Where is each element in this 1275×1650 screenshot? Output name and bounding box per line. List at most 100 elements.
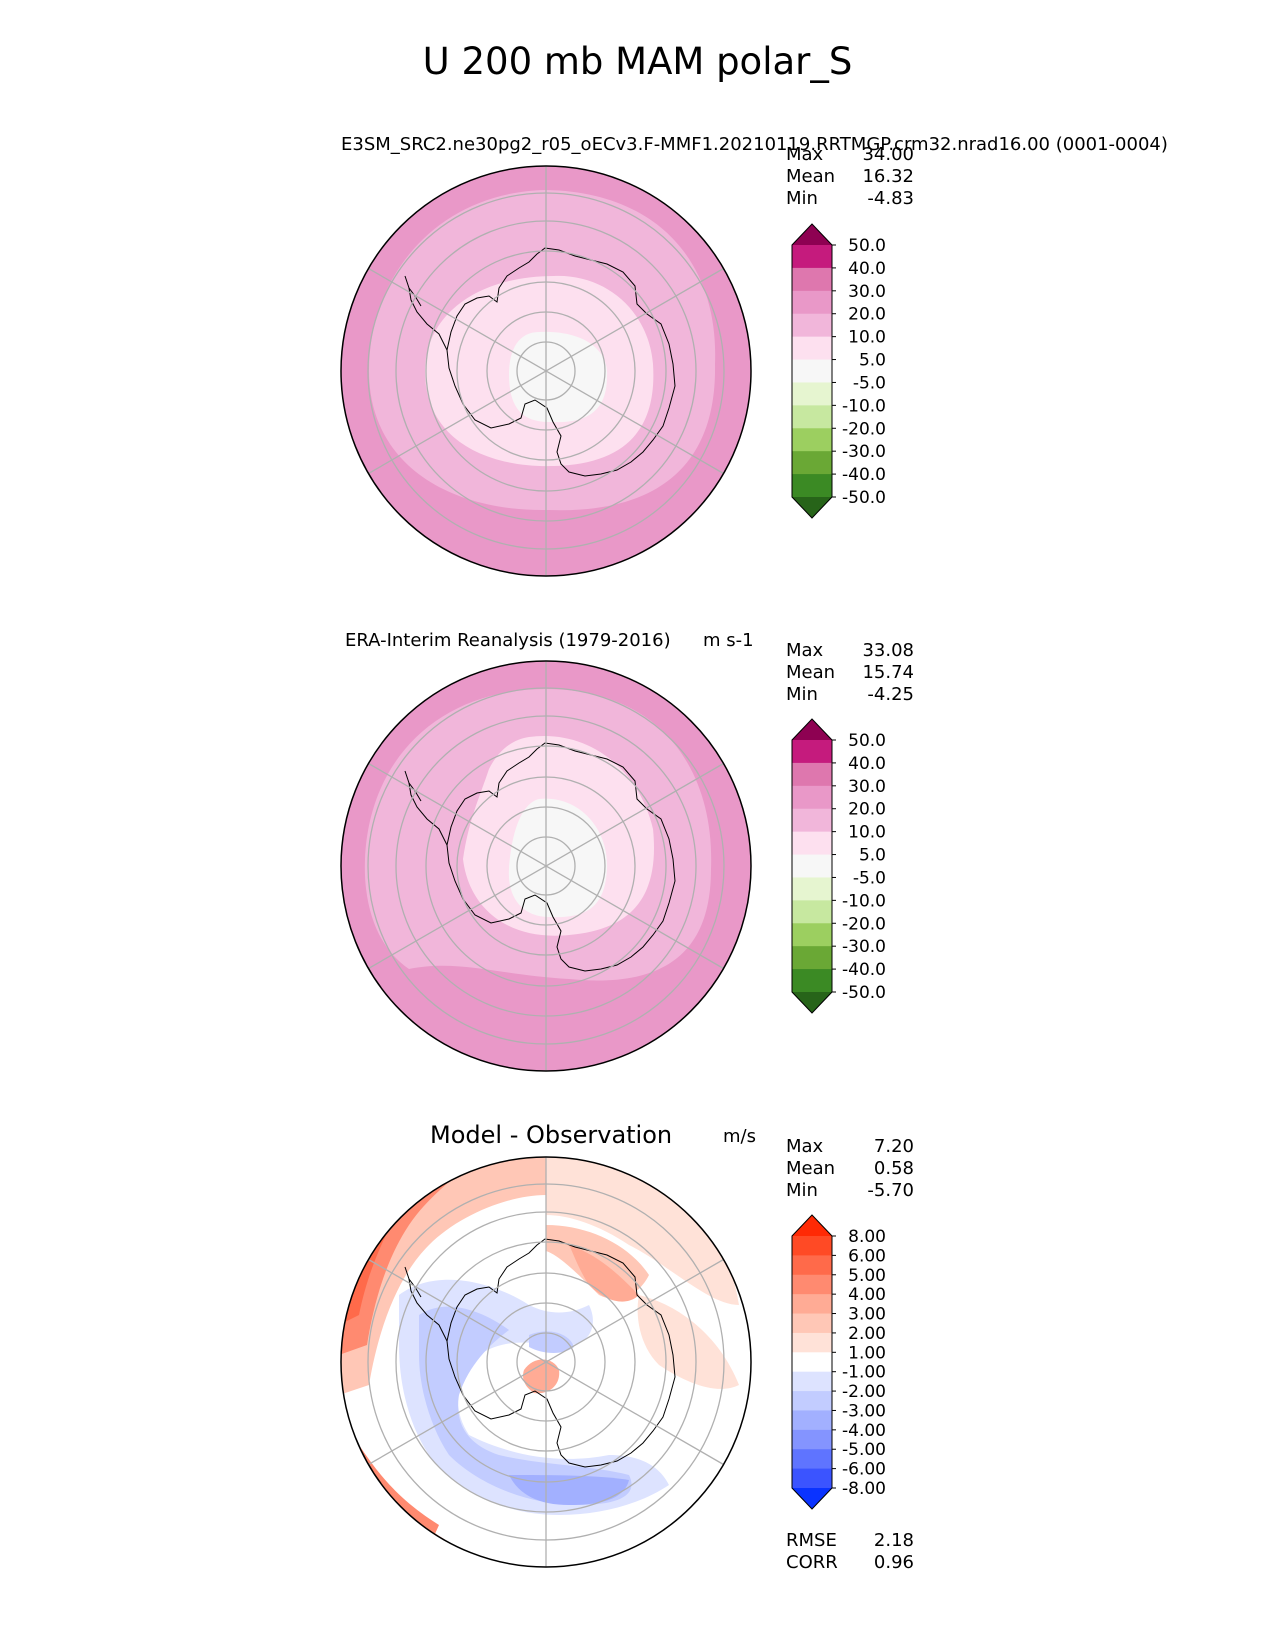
panel-ref-colorbar: 50.0 40.0 30.0 20.0 10.0 5.0-5.0 -10.0 -20.0 -30… [791,718,886,1014]
colorbar-segment [792,336,832,361]
colorbar-tick-label: -1.00 [842,1363,886,1383]
panel-diff-stats: Max 7.20 Mean 0.58 Min -5.70 [786,1136,914,1202]
colorbar-segment [792,923,832,947]
colorbar-segment [792,969,832,993]
colorbar-tick-label: 30.0 [848,777,886,797]
colorbar-segment [792,1429,832,1450]
colorbar-segment [792,1391,832,1411]
colorbar-segment [792,1449,832,1470]
contour-band-3-4b [523,1359,560,1394]
colorbar-tick-label: -5.00 [842,1440,886,1460]
colorbar-segment [792,451,832,475]
contour-band-neg3-neg2b [529,1331,574,1353]
graticule [367,166,725,576]
panel-diff-units: m/s [723,1126,756,1147]
colorbar-extend-min [792,992,832,1013]
stat-value: 2.18 [873,1530,914,1551]
colorbar-segment [792,1274,832,1295]
colorbar-tick-label: -2.00 [842,1382,886,1402]
colorbar-tick-label: 10.0 [848,823,886,843]
stat-value: -4.25 [867,684,914,705]
stat-label: Mean [786,1158,836,1179]
panel-test-title: E3SM_SRC2.ne30pg2_r05_oECv3.F-MMF1.20210… [341,134,1168,155]
colorbar-segment [792,1468,832,1489]
panel-test-stats: Max 34.00 Mean 16.32 Min -4.83 [786,144,914,210]
colorbar-tick-label: -10.0 [842,891,886,911]
colorbar-tick-label: -8.00 [842,1479,886,1499]
contour-band-1-2b [637,1295,739,1389]
colorbar-segment [792,267,832,292]
colorbar-segment [792,877,832,901]
colorbar-tick-label: -6.00 [842,1460,886,1480]
colorbar-tick-label: -5.0 [853,373,886,393]
colorbar-tick-label: 20.0 [848,305,886,325]
colorbar-tick-label: 5.0 [859,351,886,371]
stat-value: 33.08 [862,640,914,661]
colorbar-segment [792,313,832,338]
colorbar-tick-label: -50.0 [842,983,886,1003]
panel-test-map [340,165,752,577]
colorbar-tick-label: -40.0 [842,465,886,485]
colorbar-tick-label: 3.00 [848,1305,886,1325]
colorbar-segment [792,290,832,315]
colorbar-extend-max [792,719,832,740]
colorbar-tick-label: 50.0 [848,236,886,256]
colorbar-tick-label: 50.0 [848,731,886,751]
colorbar-segment [792,1236,832,1256]
colorbar-tick-label: -30.0 [842,937,886,957]
colorbar-tick-label: -30.0 [842,442,886,462]
stat-value: 34.00 [862,144,914,165]
contour-band-neg4-neg3 [509,1475,629,1505]
colorbar-segment [792,382,832,406]
colorbar-segment [792,1313,832,1334]
colorbar-segment [792,474,832,498]
panel-diff-extra-stats: RMSE 2.18 CORR 0.96 [786,1530,914,1574]
colorbar-segment [792,1255,832,1276]
colorbar-tick-label: -50.0 [842,488,886,508]
colorbar-segment [792,808,832,833]
stat-label: Mean [786,662,836,683]
colorbar-tick-label: 1.00 [848,1343,886,1363]
stat-label: Min [786,684,818,705]
colorbar-tick-label: -4.00 [842,1421,886,1441]
colorbar-segment [792,1352,832,1373]
stat-label: RMSE [786,1530,837,1551]
colorbar-tick-label: 10.0 [848,328,886,348]
stat-value: 15.74 [862,662,914,683]
colorbar-segment [792,1294,832,1315]
map-boundary [340,1156,752,1568]
colorbar-tick-label: -3.00 [842,1401,886,1421]
colorbar-tick-label: 40.0 [848,754,886,774]
panel-test-colorbar: 50.0 40.0 30.0 20.0 10.0 5.0-5.0 -10.0 -20.0 -30… [791,223,886,519]
stat-label: Mean [786,166,836,187]
colorbar-extend-max [792,224,832,245]
colorbar-tick-label: 5.0 [859,846,886,866]
stat-label: Min [786,188,818,209]
colorbar-segment [792,740,832,764]
panel-ref-title: ERA-Interim Reanalysis (1979-2016) [345,630,671,651]
graticule [367,1157,725,1567]
panel-ref-units: m s-1 [703,630,754,651]
figure-title: U 200 mb MAM polar_S [422,40,853,83]
contour-band-3-4 [569,1245,639,1302]
panel-diff-title: Model - Observation [430,1121,673,1149]
colorbar-extend-min [792,497,832,518]
colorbar-extend-max [792,1215,832,1236]
stat-value: 16.32 [862,166,914,187]
stat-value: -5.70 [867,1180,914,1201]
colorbar-tick-label: -20.0 [842,419,886,439]
stat-value: 0.58 [873,1158,914,1179]
colorbar-segment [792,854,832,878]
colorbar-extend-min [792,1488,832,1509]
colorbar-segment [792,831,832,856]
colorbar-tick-label: -5.0 [853,868,886,888]
stat-label: Max [786,144,824,165]
colorbar-tick-label: 2.00 [848,1324,886,1344]
colorbar-segment [792,762,832,787]
colorbar-tick-label: 4.00 [848,1285,886,1305]
colorbar-tick-label: 8.00 [848,1227,886,1247]
colorbar-segment [792,785,832,810]
colorbar-tick-label: -20.0 [842,914,886,934]
contour-band-neg3-neg2 [419,1306,632,1505]
panel-diff-colorbar: 8.006.005.004.003.002.001.00-1.00-2.00-3… [791,1214,886,1510]
